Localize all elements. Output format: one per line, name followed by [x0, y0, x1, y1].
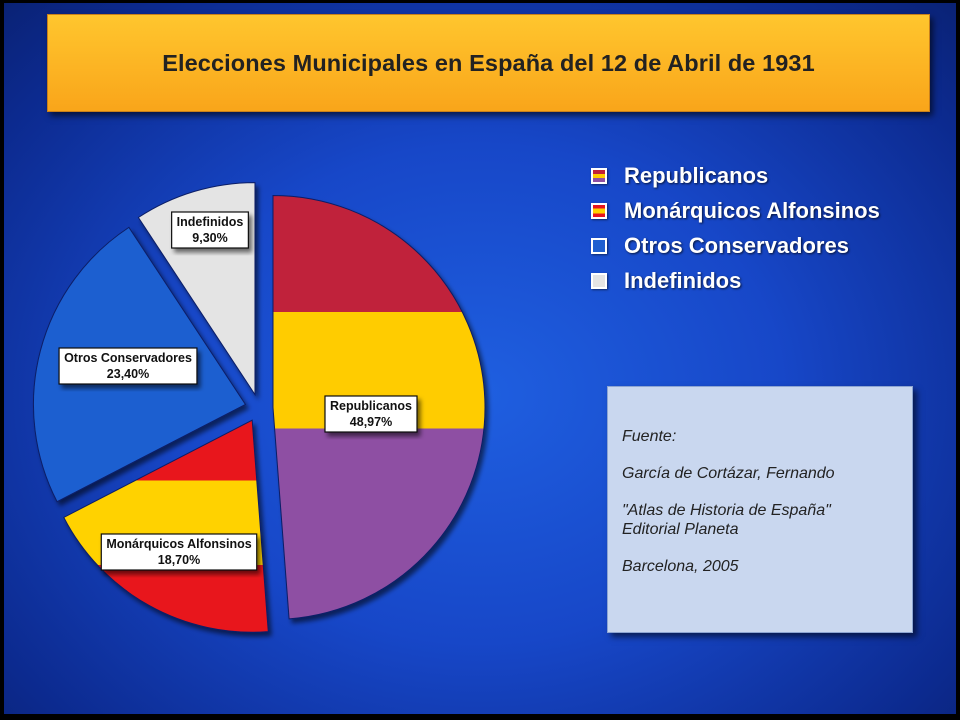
- legend-item-indefinidos: Indefinidos: [591, 263, 880, 298]
- data-label-name: Otros Conservadores: [64, 351, 192, 365]
- indefinidos-swatch-icon: [591, 272, 607, 289]
- data-label-box: [100, 533, 258, 571]
- legend-label: Republicanos: [624, 162, 769, 188]
- chart-title: Elecciones Municipales en España del 12 …: [162, 49, 815, 76]
- data-label-republicanos: Republicanos 48,97%: [324, 395, 418, 433]
- republicanos-swatch-icon: [591, 167, 607, 184]
- data-label-name: Indefinidos: [177, 215, 244, 229]
- source-place: Barcelona, 2005: [622, 558, 739, 575]
- source-book: "Atlas de Historia de España": [622, 502, 831, 519]
- legend-item-conservadores: Otros Conservadores: [591, 228, 880, 263]
- data-label-name: Monárquicos Alfonsinos: [106, 537, 251, 551]
- data-label-conservadores: Otros Conservadores 23,40%: [58, 347, 198, 385]
- data-label-box: [171, 211, 249, 249]
- pie-chart: Republicanos 48,97% Monárquicos Alfonsinos…: [33, 182, 486, 633]
- chart-legend: Republicanos Monárquicos Alfonsinos Otro…: [591, 158, 880, 298]
- legend-item-monarquicos: Monárquicos Alfonsinos: [591, 193, 880, 228]
- source-heading: Fuente:: [622, 428, 677, 445]
- data-label-value: 9,30%: [192, 231, 227, 245]
- legend-item-republicanos: Republicanos: [591, 158, 880, 193]
- legend-label: Otros Conservadores: [624, 232, 849, 258]
- data-label-value: 48,97%: [350, 415, 392, 429]
- source-author: García de Cortázar, Fernando: [622, 465, 835, 482]
- data-label-value: 23,40%: [107, 367, 149, 381]
- monarquicos-swatch-icon: [591, 202, 607, 219]
- pie-slice-monarquicos: [63, 419, 269, 633]
- legend-label: Indefinidos: [624, 267, 742, 293]
- conservadores-swatch-icon: [591, 237, 607, 254]
- data-label-value: 18,70%: [158, 553, 200, 567]
- data-label-monarquicos: Monárquicos Alfonsinos 18,70%: [100, 533, 258, 571]
- slide-background: Elecciones Municipales en España del 12 …: [4, 3, 956, 714]
- legend-label: Monárquicos Alfonsinos: [624, 197, 880, 223]
- source-publisher: Editorial Planeta: [622, 521, 739, 538]
- data-label-name: Republicanos: [330, 399, 412, 413]
- data-label-box: [324, 395, 418, 433]
- data-label-box: [58, 347, 198, 385]
- data-label-indefinidos: Indefinidos 9,30%: [171, 211, 249, 249]
- source-box: Fuente: García de Cortázar, Fernando "At…: [607, 386, 913, 633]
- title-bar: Elecciones Municipales en España del 12 …: [47, 14, 930, 112]
